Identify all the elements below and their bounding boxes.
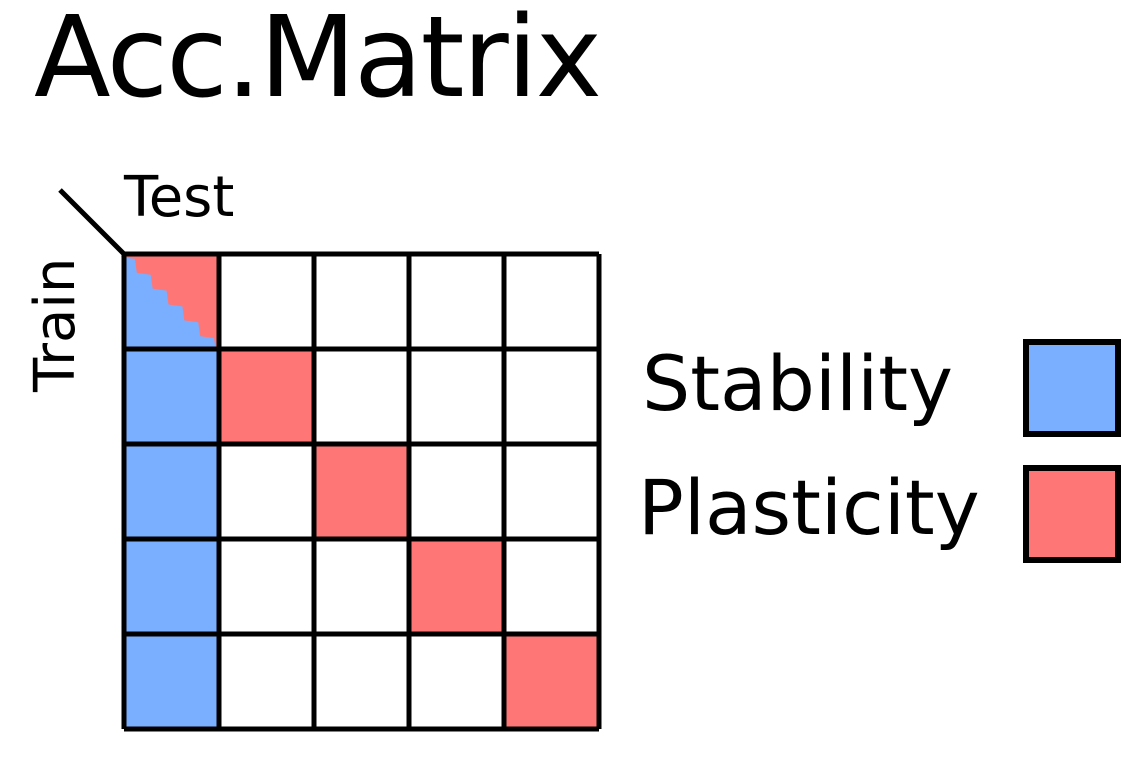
axis-divider-line <box>58 188 126 256</box>
matrix-cell-empty <box>314 634 409 729</box>
legend-label-stability: Stability <box>642 339 953 428</box>
legend-label-plasticity: Plasticity <box>638 463 980 552</box>
matrix-cell-stability <box>124 539 219 634</box>
matrix-cell-stability <box>124 444 219 539</box>
matrix-cell-empty <box>409 254 504 349</box>
matrix-cell-empty <box>504 349 599 444</box>
matrix-cell-empty <box>504 254 599 349</box>
matrix-cell-empty <box>409 349 504 444</box>
page-title: Acc.Matrix <box>34 0 602 123</box>
matrix-cell-empty <box>219 634 314 729</box>
matrix-cell-plasticity <box>314 444 409 539</box>
legend-swatch-plasticity <box>1023 465 1121 563</box>
matrix-cell-empty <box>409 444 504 539</box>
matrix-cell-empty <box>219 539 314 634</box>
matrix-cell-empty <box>409 634 504 729</box>
matrix-cell-stability-part <box>121 254 219 352</box>
matrix-cell-empty <box>219 444 314 539</box>
matrix-cell-plasticity <box>409 539 504 634</box>
matrix-cell-empty <box>314 349 409 444</box>
legend <box>1023 339 1121 563</box>
accuracy-matrix <box>121 251 602 732</box>
matrix-cell-empty <box>314 539 409 634</box>
matrix-cell-empty <box>314 254 409 349</box>
matrix-cell-empty <box>504 444 599 539</box>
matrix-cell-plasticity <box>219 349 314 444</box>
column-axis-label: Test <box>124 165 235 230</box>
matrix-cell-empty <box>219 254 314 349</box>
matrix-cell-empty <box>504 539 599 634</box>
matrix-cell-plasticity <box>504 634 599 729</box>
matrix-cell-stability <box>124 634 219 729</box>
legend-swatch-stability <box>1023 339 1121 437</box>
matrix-cell-stability <box>124 349 219 444</box>
